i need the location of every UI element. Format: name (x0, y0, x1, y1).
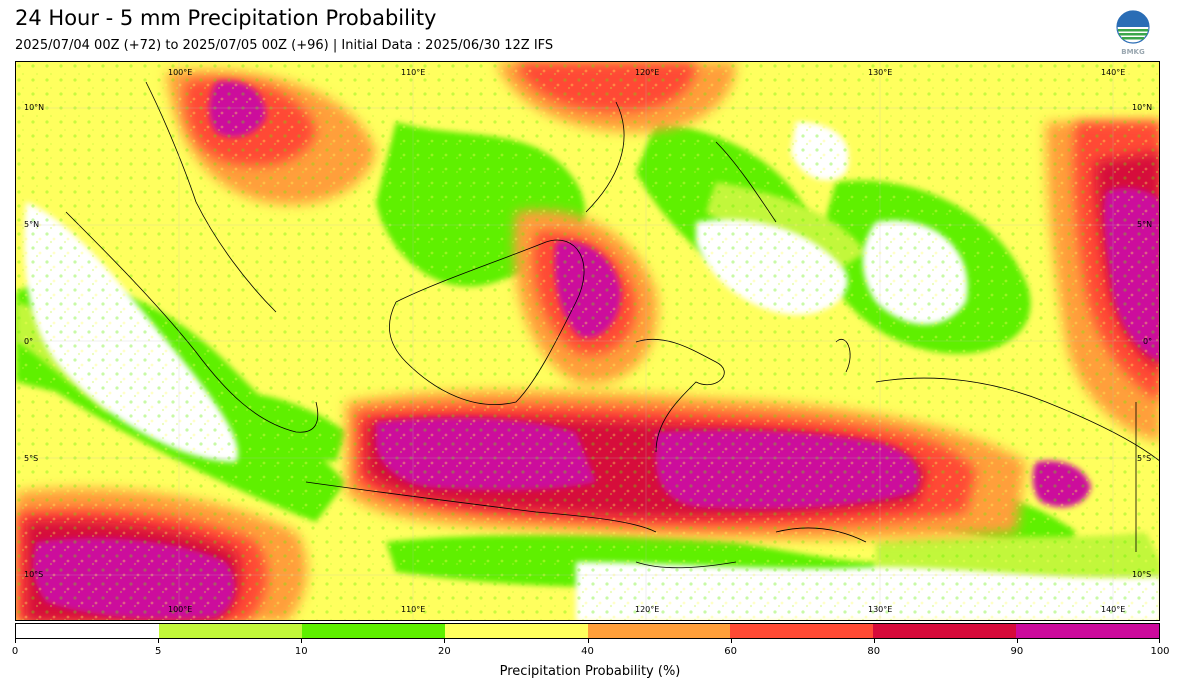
lon-label: 130°E (868, 68, 892, 77)
colorbar-ticks (15, 639, 1160, 645)
colorbar-tick (1016, 639, 1018, 643)
colorbar-tick (730, 639, 732, 643)
lat-label: 0° (1143, 337, 1152, 346)
colorbar-tick-label: 90 (1010, 646, 1024, 657)
lat-label: 0° (24, 337, 33, 346)
lat-label: 5°N (1137, 220, 1152, 229)
lon-label: 120°E (635, 605, 659, 614)
colorbar-segment (587, 624, 731, 638)
lon-labels-top: 100°E 110°E 120°E 130°E 140°E (168, 68, 1125, 77)
colorbar-tick (301, 639, 303, 643)
colorbar-title: Precipitation Probability (%) (499, 664, 681, 679)
colorbar-tick (873, 639, 875, 643)
colorbar-segment (730, 624, 874, 638)
colorbar-tick (1159, 639, 1160, 643)
colorbar-tick (444, 639, 446, 643)
graticule (16, 62, 1159, 620)
colorbar-segment (16, 624, 159, 638)
colorbar-tick-label: 80 (867, 646, 881, 657)
colorbar-tick-label: 10 (294, 646, 308, 657)
bmkg-logo-icon: BMKG (1114, 10, 1152, 56)
colorbar-tick-label: 20 (438, 646, 451, 657)
colorbar (15, 623, 1160, 639)
colorbar-tick-label: 100 (1150, 646, 1170, 657)
lat-label: 10°N (1132, 103, 1152, 112)
lat-label: 10°N (24, 103, 44, 112)
lon-labels-bottom: 100°E 110°E 120°E 130°E 140°E (168, 605, 1125, 614)
lat-label: 5°S (1137, 454, 1151, 463)
colorbar-segment (873, 624, 1017, 638)
lon-label: 120°E (635, 68, 659, 77)
lon-label: 140°E (1101, 605, 1125, 614)
lat-label: 10°S (1132, 570, 1151, 579)
colorbar-tick-label: 40 (581, 646, 594, 657)
colorbar-segment (158, 624, 302, 638)
lat-label: 5°S (24, 454, 38, 463)
lon-label: 140°E (1101, 68, 1125, 77)
colorbar-tick (587, 639, 589, 643)
colorbar-tick (15, 639, 16, 643)
lon-label: 100°E (168, 605, 192, 614)
map-title: 24 Hour - 5 mm Precipitation Probability (15, 6, 437, 30)
lat-label: 5°N (24, 220, 39, 229)
colorbar-segment (444, 624, 588, 638)
svg-text:BMKG: BMKG (1121, 48, 1145, 56)
lon-label: 110°E (401, 605, 425, 614)
lat-labels-left: 10°N 5°N 0° 5°S 10°S (24, 103, 44, 579)
lon-label: 110°E (401, 68, 425, 77)
map-subtitle: 2025/07/04 00Z (+72) to 2025/07/05 00Z (… (15, 38, 554, 53)
lat-label: 10°S (24, 570, 43, 579)
lon-label: 100°E (168, 68, 192, 77)
lon-label: 130°E (868, 605, 892, 614)
colorbar-segment (301, 624, 445, 638)
colorbar-segment (1016, 624, 1159, 638)
colorbar-tick-label: 5 (154, 646, 162, 657)
colorbar-tick-label: 0 (11, 646, 19, 657)
colorbar-tick (158, 639, 160, 643)
precipitation-probability-map: 100°E 110°E 120°E 130°E 140°E 100°E 110°… (15, 61, 1160, 621)
colorbar-tick-label: 60 (724, 646, 737, 657)
lat-labels-right: 10°N 5°N 0° 5°S 10°S (1132, 103, 1152, 579)
